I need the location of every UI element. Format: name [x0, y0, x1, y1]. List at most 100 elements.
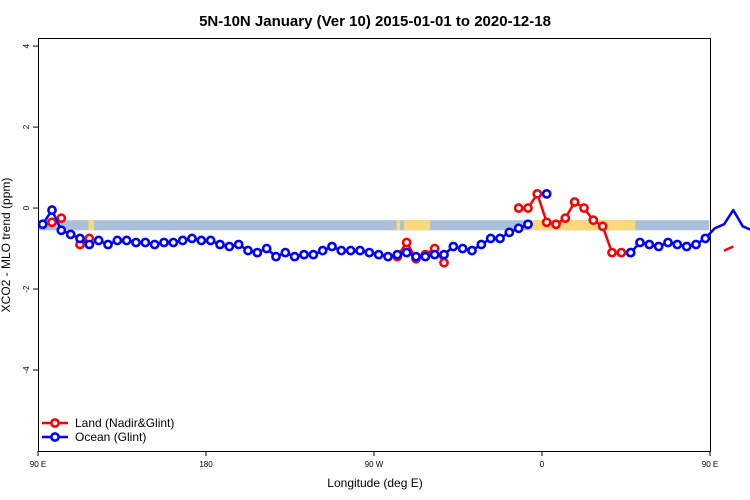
series-layer [37, 188, 750, 268]
land-point [579, 203, 589, 213]
ocean-point [635, 237, 645, 248]
ocean-point [140, 237, 151, 248]
land-band-segment [88, 220, 94, 231]
x-tick-label: 90 E [702, 460, 718, 469]
ocean-point [429, 249, 440, 260]
land-point [532, 188, 543, 199]
ocean-point [644, 239, 655, 250]
ocean-point [75, 233, 85, 244]
ocean-point [364, 247, 375, 258]
ocean-point [56, 225, 67, 236]
land-point [513, 203, 524, 213]
ocean-point [355, 245, 365, 256]
ocean-point [317, 245, 328, 256]
ocean-point [65, 229, 76, 240]
ocean-point [457, 243, 468, 254]
ocean-point [327, 241, 337, 252]
land-point [439, 257, 449, 268]
ocean-point [121, 235, 132, 246]
ocean-point [383, 251, 393, 262]
land-point [616, 247, 627, 258]
y-tick-label: -2 [22, 285, 31, 293]
legend-marker-land [50, 418, 60, 428]
x-tick-label: 180 [199, 460, 213, 469]
ocean-point [261, 243, 272, 254]
x-axis-label: Longitude (deg E) [327, 476, 422, 490]
y-tick-label: 2 [22, 124, 31, 129]
land-point [588, 215, 599, 226]
x-tick-label: 90 E [30, 460, 46, 469]
ocean-point [681, 241, 692, 252]
y-tick-label: 0 [22, 205, 31, 210]
ocean-point [93, 235, 104, 246]
ocean-point [467, 245, 477, 256]
legend: Land (Nadir&Glint)Ocean (Glint) [42, 416, 174, 444]
ocean-point [653, 241, 664, 252]
background-band [39, 220, 709, 231]
land-point [401, 237, 412, 248]
land-point [523, 203, 533, 213]
land-point [607, 247, 617, 258]
y-tick-label: -4 [22, 366, 31, 374]
axis-ticks: 90 E 180 90 W 0 90 E -4 -2 0 2 4 [22, 43, 718, 469]
chart-title: 5N-10N January (Ver 10) 2015-01-01 to 20… [199, 13, 551, 30]
land-band-segment [403, 220, 430, 231]
ocean-point [215, 239, 225, 250]
legend-marker-ocean [50, 432, 60, 442]
ocean-point [513, 223, 524, 234]
land-band-segment [396, 220, 401, 231]
land-point [560, 213, 571, 224]
ocean-point [168, 237, 179, 248]
ocean-point [420, 251, 431, 262]
ocean-point [112, 235, 123, 246]
ocean-point [252, 247, 263, 258]
ocean-point [271, 251, 281, 262]
ocean-point [336, 245, 347, 256]
land-point [597, 221, 608, 232]
ocean-point [131, 237, 141, 248]
ocean-point [345, 245, 356, 256]
ocean-point [625, 247, 636, 258]
land-point [569, 197, 580, 207]
ocean-point [243, 245, 253, 256]
x-tick-label: 0 [540, 460, 545, 469]
ocean-point [392, 249, 403, 260]
land-point [47, 217, 57, 228]
ocean-point [541, 188, 552, 199]
ocean-point [103, 239, 113, 250]
ocean-point [495, 233, 505, 244]
ocean-point [700, 233, 711, 244]
legend-label-ocean: Ocean (Glint) [75, 430, 146, 444]
ocean-point [504, 227, 515, 238]
ocean-point [448, 241, 459, 252]
legend-label-land: Land (Nadir&Glint) [75, 416, 174, 430]
ocean-point [84, 239, 95, 250]
ocean-point [299, 249, 309, 260]
ocean-point [187, 233, 197, 244]
ocean-point [47, 205, 57, 215]
ocean-point [177, 235, 188, 246]
y-axis-label: XCO2 - MLO trend (ppm) [0, 178, 13, 313]
ocean-point [280, 247, 291, 258]
ocean-point [523, 219, 533, 230]
land-band-segment [528, 220, 636, 231]
land-point [541, 217, 552, 228]
ocean-point [373, 249, 384, 260]
ocean-point [672, 239, 683, 250]
ocean-point [691, 239, 701, 250]
ocean-point [485, 233, 496, 244]
land-point [551, 219, 561, 230]
ocean-point [205, 235, 216, 246]
ocean-point [476, 239, 487, 250]
ocean-point [159, 237, 169, 248]
ocean-point [401, 247, 412, 258]
ocean-point [196, 235, 207, 246]
land-point [56, 213, 67, 224]
land-series-line [723, 245, 734, 252]
ocean-point [439, 249, 449, 260]
ocean-point [308, 249, 319, 260]
ocean-point [149, 239, 160, 250]
ocean-point [411, 251, 421, 262]
y-tick-label: 4 [22, 43, 31, 48]
